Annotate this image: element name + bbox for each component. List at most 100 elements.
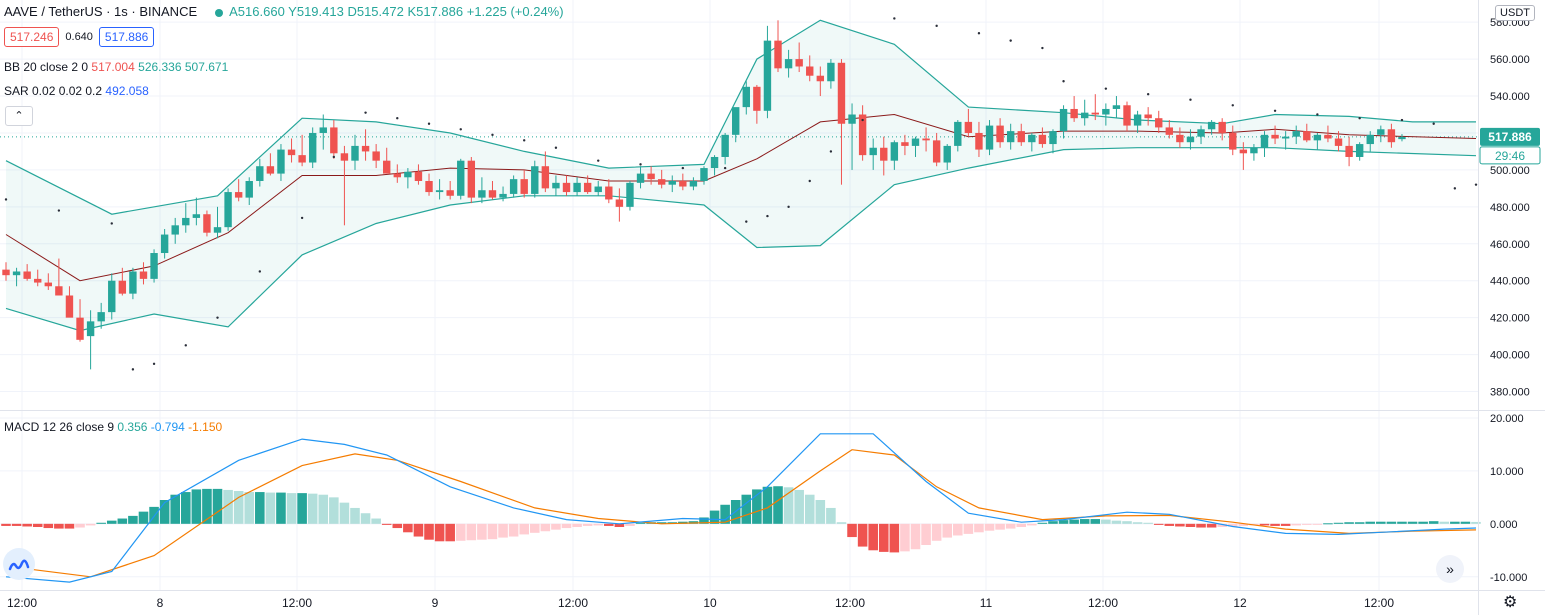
- macd-histogram-bar: [868, 523, 878, 551]
- candle-body: [552, 182, 560, 189]
- macd-histogram-bar: [773, 486, 783, 524]
- macd-histogram-bar: [202, 488, 212, 524]
- macd-histogram-bar: [974, 523, 984, 533]
- sar-dot: [1316, 113, 1319, 116]
- macd-histogram-bar: [466, 523, 477, 541]
- candle-body: [689, 180, 698, 187]
- candle-body: [531, 166, 539, 194]
- candle-body: [1059, 108, 1068, 132]
- sar-dot: [1189, 98, 1192, 101]
- macd-histogram-bar: [360, 513, 371, 524]
- bb-legend[interactable]: BB 20 close 2 0 517.004 526.336 507.671: [4, 60, 228, 74]
- candle-body: [964, 121, 973, 133]
- candles: [2, 20, 1406, 370]
- candle-body: [308, 132, 317, 163]
- candle-body: [1281, 136, 1290, 139]
- macd-histogram-bar: [836, 522, 847, 524]
- candle-body: [245, 180, 253, 198]
- macd-histogram-bar: [1, 523, 11, 526]
- macd-histogram-bar: [128, 515, 138, 524]
- bb-lower-line: [5, 147, 1477, 332]
- candle-body: [858, 114, 867, 156]
- candle-body: [171, 225, 179, 235]
- macd-histogram-bar: [117, 518, 128, 524]
- macd-histogram-bar: [900, 523, 910, 552]
- candle-body: [562, 182, 571, 193]
- candle-body: [1049, 131, 1057, 145]
- symbol-title[interactable]: AAVE / TetherUS · 1s · BINANCE: [4, 4, 198, 19]
- macd-histogram-bar: [625, 523, 635, 526]
- sar-dot: [427, 122, 431, 125]
- macd-histogram-bar: [1111, 520, 1122, 524]
- macd-histogram-bar: [54, 523, 64, 529]
- macd-histogram-bar: [434, 523, 445, 542]
- macd-histogram-bar: [582, 523, 593, 526]
- macd-legend[interactable]: MACD 12 26 close 9 0.356 -0.794 -1.150: [4, 420, 222, 434]
- macd-histogram-bar: [223, 489, 233, 524]
- bb-lower-value: 507.671: [184, 60, 229, 74]
- candle-body: [1038, 134, 1047, 145]
- sar-dot: [491, 133, 494, 137]
- macd-histogram-bar: [1132, 522, 1143, 524]
- candle-body: [1398, 136, 1406, 140]
- sar-dot: [1400, 118, 1404, 122]
- candle-body: [361, 145, 370, 152]
- currency-button[interactable]: USDT: [1495, 5, 1535, 21]
- candle-body: [932, 140, 941, 163]
- collapse-legend-button[interactable]: ⌃: [5, 106, 33, 126]
- macd-histogram-bar: [1460, 521, 1471, 524]
- macd-histogram-bar: [815, 500, 826, 524]
- time-tick-label: 12:00: [282, 596, 312, 610]
- candle-body: [901, 142, 909, 146]
- macd-histogram-bar: [826, 507, 836, 524]
- sar-dot: [829, 150, 833, 153]
- candle-body: [954, 121, 962, 146]
- bb-basis-line: [5, 113, 1477, 282]
- candle-body: [1303, 131, 1311, 141]
- macd-histogram-bar: [540, 523, 551, 532]
- price-tick-label: 380.000: [1490, 387, 1530, 399]
- candle-body: [1366, 134, 1374, 145]
- macd-histogram-bar: [699, 517, 709, 524]
- macd-histogram-bar: [85, 523, 96, 526]
- macd-histogram-bar: [921, 523, 931, 545]
- macd-histogram-bar: [762, 486, 773, 524]
- macd-histogram-bar: [1101, 519, 1111, 524]
- sar-dot: [57, 209, 61, 212]
- macd-histogram-bar: [1238, 523, 1249, 526]
- macd-label: MACD 12 26 close 9: [4, 420, 115, 434]
- candle-body: [488, 190, 497, 198]
- candle-body: [911, 138, 920, 146]
- sar-legend[interactable]: SAR 0.02 0.02 0.2 492.058: [4, 84, 149, 98]
- macd-histogram-bar: [1397, 521, 1407, 524]
- price-tick-label: 440.000: [1490, 276, 1530, 288]
- macd-histogram-bar: [32, 523, 43, 527]
- time-tick-label: 11: [980, 596, 993, 610]
- candle-body: [478, 190, 486, 198]
- scroll-to-realtime-button[interactable]: »: [1436, 555, 1464, 583]
- candle-body: [150, 253, 158, 279]
- bb-upper-value: 526.336: [138, 60, 182, 74]
- sar-dot: [1231, 104, 1234, 107]
- candle-body: [467, 160, 476, 198]
- candle-body: [869, 147, 877, 156]
- macd-histogram-bar: [1428, 521, 1439, 524]
- macd-histogram-bar: [794, 489, 804, 524]
- sell-button[interactable]: 517.246: [4, 27, 60, 47]
- candle-body: [139, 271, 148, 279]
- candle-body: [351, 145, 359, 161]
- candle-body: [1144, 114, 1152, 119]
- candle-body: [732, 107, 740, 135]
- macd-histogram-bar: [350, 507, 360, 524]
- macd-tick-label: 10.000: [1490, 466, 1524, 478]
- candle-body: [224, 192, 232, 228]
- gear-icon[interactable]: ⚙: [1503, 594, 1518, 611]
- sar-dot: [1453, 187, 1457, 190]
- macd-histogram-bar: [551, 523, 561, 530]
- sar-dot: [1273, 109, 1277, 113]
- macd-histogram-bar: [455, 523, 466, 541]
- buy-button[interactable]: 517.886: [98, 27, 155, 47]
- tradingview-logo-icon[interactable]: [3, 548, 35, 580]
- macd-hist-value: 0.356: [117, 420, 148, 434]
